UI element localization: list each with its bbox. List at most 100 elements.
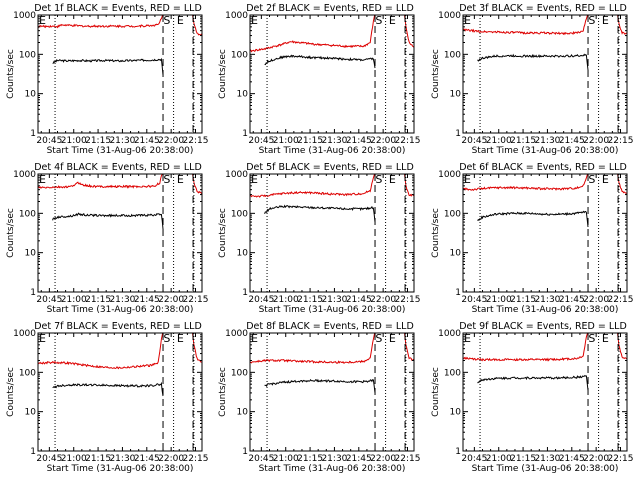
y-tick-label: 100 xyxy=(19,209,36,219)
x-tick-label: 22:15 xyxy=(395,295,421,305)
plot-frame xyxy=(37,14,203,134)
plot-frame xyxy=(462,173,628,293)
marker-e-right: E xyxy=(389,173,396,186)
y-tick-label: 1000 xyxy=(438,170,461,180)
marker-e-left: E xyxy=(464,332,471,345)
y-tick-label: 1000 xyxy=(225,11,248,21)
y-tick-label: 1 xyxy=(455,447,461,457)
x-tick-label: 22:00 xyxy=(583,136,609,146)
x-axis-label: Start Time (31-Aug-06 20:38:00) xyxy=(259,146,406,156)
marker-e-left: E xyxy=(251,332,258,345)
marker-e-right: E xyxy=(602,332,609,345)
x-axis-label: Start Time (31-Aug-06 20:38:00) xyxy=(47,305,194,315)
x-tick-label: 21:00 xyxy=(61,295,87,305)
x-tick-label: 21:30 xyxy=(321,136,347,146)
marker-e-left: E xyxy=(251,14,258,27)
y-axis-label: Counts/sec xyxy=(6,367,16,417)
events-series-line xyxy=(264,204,376,223)
y-tick-label: 1 xyxy=(242,288,248,298)
y-axis-label: Counts/sec xyxy=(6,49,16,99)
x-tick-label: 21:30 xyxy=(321,295,347,305)
x-axis-label: Start Time (31-Aug-06 20:38:00) xyxy=(259,305,406,315)
y-axis-label: Counts/sec xyxy=(431,367,441,417)
x-tick-label: 21:45 xyxy=(134,295,160,305)
events-series-line xyxy=(52,381,164,397)
events-series-line xyxy=(477,210,589,228)
events-series-line xyxy=(52,212,164,230)
y-tick-label: 1 xyxy=(30,447,36,457)
marker-e-left: E xyxy=(251,173,258,186)
x-tick-label: 21:15 xyxy=(297,136,323,146)
y-tick-label: 1000 xyxy=(438,11,461,21)
x-tick-label: 21:45 xyxy=(346,454,372,464)
marker-s: S xyxy=(375,332,382,345)
y-tick-label: 10 xyxy=(450,408,462,418)
x-tick-label: 21:30 xyxy=(109,454,135,464)
y-tick-label: 10 xyxy=(25,249,37,259)
events-series-line xyxy=(477,53,589,71)
y-tick-label: 100 xyxy=(19,50,36,60)
plot-frame xyxy=(462,14,628,134)
marker-s: S xyxy=(588,173,595,186)
y-tick-label: 1 xyxy=(455,129,461,139)
x-tick-label: 22:00 xyxy=(583,295,609,305)
panel-title: Det 5f BLACK = Events, RED = LLD xyxy=(246,162,414,173)
x-tick-label: 20:45 xyxy=(461,454,487,464)
x-tick-label: 20:45 xyxy=(248,136,274,146)
lld-series-line xyxy=(463,174,627,194)
x-tick-label: 22:00 xyxy=(158,295,184,305)
y-tick-label: 1000 xyxy=(225,329,248,339)
marker-s: S xyxy=(588,14,595,27)
marker-e-right: E xyxy=(177,332,184,345)
x-tick-label: 21:30 xyxy=(109,295,135,305)
marker-e-right: E xyxy=(389,332,396,345)
x-tick-label: 20:45 xyxy=(248,295,274,305)
x-tick-label: 22:00 xyxy=(158,454,184,464)
y-tick-label: 10 xyxy=(237,408,249,418)
marker-s: S xyxy=(375,14,382,27)
x-tick-label: 21:30 xyxy=(321,454,347,464)
y-tick-label: 10 xyxy=(237,249,249,259)
y-tick-label: 1000 xyxy=(225,170,248,180)
x-tick-label: 22:15 xyxy=(183,136,209,146)
y-tick-label: 100 xyxy=(231,50,248,60)
lld-series-line xyxy=(38,174,202,194)
x-tick-label: 21:00 xyxy=(486,295,512,305)
y-axis-label: Counts/sec xyxy=(218,208,228,258)
marker-e-left: E xyxy=(39,14,46,27)
x-tick-label: 20:45 xyxy=(36,454,62,464)
panel-title: Det 1f BLACK = Events, RED = LLD xyxy=(34,3,202,14)
x-tick-label: 21:00 xyxy=(273,295,299,305)
panel-title: Det 6f BLACK = Events, RED = LLD xyxy=(459,162,627,173)
y-axis-label: Counts/sec xyxy=(218,367,228,417)
panel-title: Det 9f BLACK = Events, RED = LLD xyxy=(459,321,627,332)
x-tick-label: 22:15 xyxy=(608,295,634,305)
x-tick-label: 21:45 xyxy=(559,295,585,305)
x-tick-label: 21:30 xyxy=(534,454,560,464)
x-tick-label: 22:15 xyxy=(608,136,634,146)
marker-e-left: E xyxy=(464,14,471,27)
x-tick-label: 21:45 xyxy=(134,454,160,464)
x-tick-label: 21:30 xyxy=(109,136,135,146)
lld-series-line xyxy=(250,15,414,53)
y-tick-label: 1 xyxy=(242,447,248,457)
y-tick-label: 100 xyxy=(444,209,461,219)
panel-title: Det 3f BLACK = Events, RED = LLD xyxy=(459,3,627,14)
x-tick-label: 20:45 xyxy=(36,136,62,146)
x-tick-label: 21:15 xyxy=(510,295,536,305)
y-tick-label: 1 xyxy=(30,129,36,139)
y-tick-label: 1 xyxy=(242,129,248,139)
x-tick-label: 22:15 xyxy=(395,454,421,464)
x-tick-label: 22:00 xyxy=(370,454,396,464)
marker-e-right: E xyxy=(602,173,609,186)
x-tick-label: 22:00 xyxy=(158,136,184,146)
lld-series-line xyxy=(250,174,414,198)
plot-frame xyxy=(249,173,415,293)
x-tick-label: 21:00 xyxy=(273,136,299,146)
